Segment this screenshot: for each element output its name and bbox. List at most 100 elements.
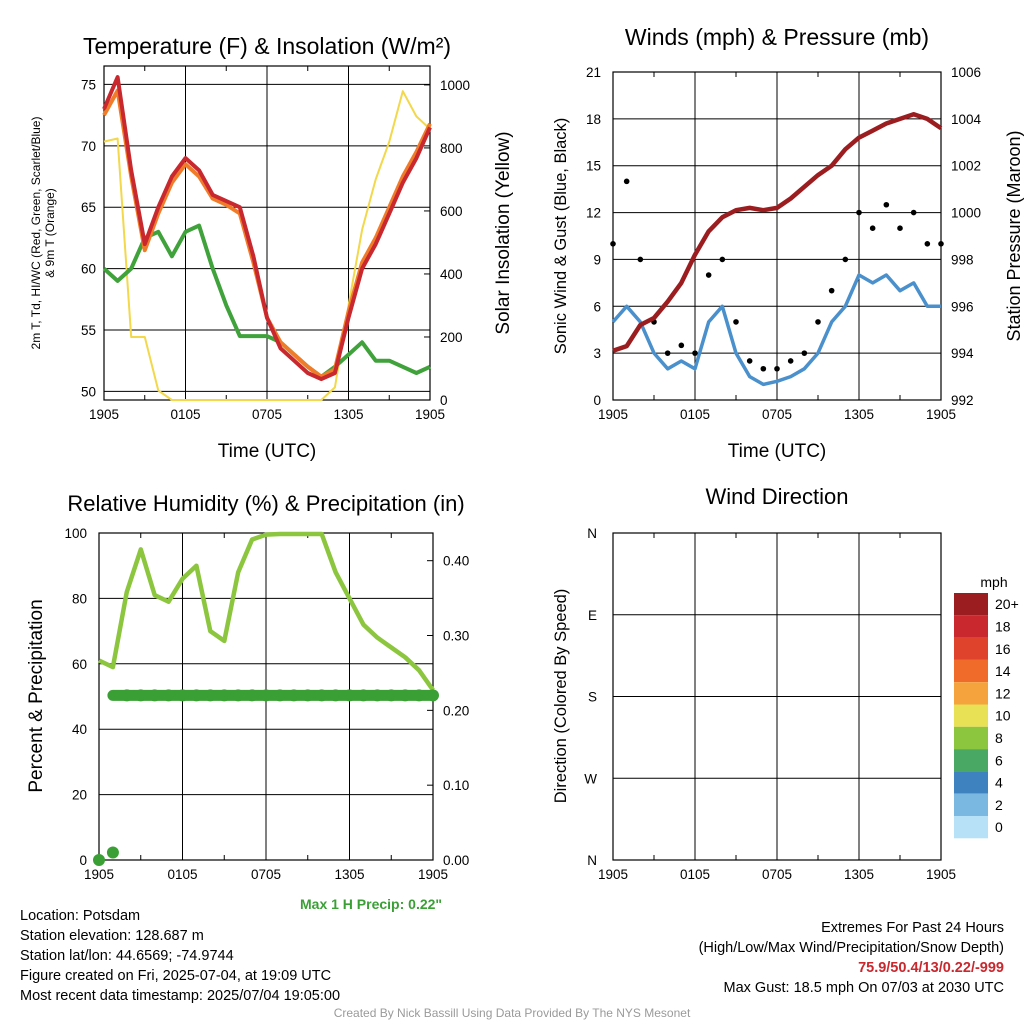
y2-tick-label: 998 [951, 252, 974, 267]
y-axis-label: Percent & Precipitation [26, 599, 47, 792]
y-tick-label: 21 [586, 65, 601, 80]
y2-tick-label: 400 [440, 267, 463, 282]
y-tick-label: 60 [81, 262, 96, 277]
y-axis-label: Sonic Wind & Gust (Blue, Black) [552, 118, 570, 355]
series-line-sonic-wind [611, 273, 941, 387]
x-tick-label: 0105 [170, 407, 200, 422]
legend-swatch [954, 816, 988, 839]
extremes-panel: Extremes For Past 24 Hours (High/Low/Max… [699, 918, 1004, 998]
y2-tick-label: 0.00 [443, 853, 469, 868]
precip-point [93, 854, 105, 866]
y2-tick-label: 0.10 [443, 778, 469, 793]
gust-point [610, 241, 616, 247]
gust-point [623, 178, 630, 185]
x-tick-label: 1905 [89, 407, 119, 422]
y2-tick-label: 996 [951, 299, 974, 314]
max-gust: Max Gust: 18.5 mph On 07/03 at 2030 UTC [723, 980, 1004, 996]
gust-point [910, 209, 917, 216]
station-elevation: Station elevation: 128.687 m [20, 928, 204, 944]
y-tick-label: 0 [593, 393, 601, 408]
y-tick-label: 60 [72, 657, 87, 672]
legend-label: 0 [995, 819, 1003, 835]
y-tick-label: E [588, 608, 597, 623]
legend-label: 18 [995, 618, 1011, 634]
legend-swatch [954, 726, 988, 750]
legend-swatch [954, 659, 988, 683]
y2-tick-label: 994 [951, 346, 974, 361]
legend-swatch [954, 749, 988, 772]
gust-point [746, 358, 753, 364]
y2-tick-label: 1000 [951, 206, 981, 221]
x-tick-label: 0105 [167, 867, 197, 882]
gust-point [787, 358, 794, 364]
legend-label: 16 [995, 641, 1011, 657]
gust-point [856, 209, 862, 216]
y2-axis-label: Solar Insolation (Yellow) [493, 131, 514, 334]
x-tick-label: 1305 [333, 407, 363, 422]
y-tick-label: N [587, 526, 597, 541]
y2-tick-label: 0 [440, 393, 448, 408]
gust-point [637, 256, 644, 263]
gust-point [719, 256, 726, 263]
series-line-2m-t [102, 75, 432, 382]
y2-tick-label: 992 [951, 393, 974, 408]
y2-axis-label: Station Pressure (Maroon) [1004, 130, 1024, 341]
chart-title: Winds (mph) & Pressure (mb) [625, 24, 929, 50]
legend-swatch [954, 615, 988, 638]
y-tick-label: N [587, 853, 597, 868]
x-axis-label: Time (UTC) [728, 441, 827, 462]
y-tick-label: 55 [81, 323, 96, 338]
y2-tick-label: 1004 [951, 112, 982, 127]
series-line-station-pressure [612, 111, 943, 353]
y2-tick-label: 1000 [440, 78, 470, 93]
gust-point [678, 342, 685, 349]
y2-tick-label: 600 [440, 204, 463, 219]
station-info: Location: Potsdam Station elevation: 128… [20, 906, 340, 1006]
recent-data-timestamp: Most recent data timestamp: 2025/07/04 1… [20, 988, 341, 1004]
y-axis-label-2: & 9m T (Orange) [43, 188, 57, 278]
y-tick-label: 12 [586, 206, 601, 221]
y-tick-label: 20 [72, 788, 87, 803]
gust-point [924, 241, 931, 247]
gust-point [801, 350, 808, 356]
legend-swatch [954, 593, 988, 616]
x-tick-label: 1305 [844, 407, 874, 422]
y-tick-label: 3 [593, 346, 601, 361]
x-tick-label: 1305 [334, 867, 364, 882]
gust-point [828, 287, 835, 294]
legend-swatch [954, 637, 988, 660]
gust-point [774, 365, 780, 372]
y2-tick-label: 0.20 [443, 703, 469, 718]
y-axis-label: 2m T, Td, HI/WC (Red, Green, Scarlet/Blu… [29, 117, 43, 350]
legend-swatch [954, 771, 988, 794]
x-tick-label: 1905 [926, 407, 956, 422]
series-line-solar-insolation [103, 90, 431, 401]
precip-point [106, 846, 119, 859]
gust-point [705, 272, 712, 278]
y-tick-label: 15 [586, 159, 601, 174]
gust-point [897, 225, 903, 231]
x-tick-label: 1905 [84, 867, 114, 882]
station-location: Location: Potsdam [20, 908, 141, 924]
y-tick-label: 40 [72, 722, 87, 737]
y-tick-label: 9 [593, 252, 601, 267]
y2-tick-label: 0.40 [443, 554, 469, 569]
credit-line: Created By Nick Bassill Using Data Provi… [333, 1006, 691, 1020]
y2-tick-label: 200 [440, 330, 463, 345]
legend-swatch [954, 704, 988, 727]
y2-tick-label: 1006 [951, 65, 981, 80]
x-tick-label: 1905 [418, 867, 448, 882]
legend-label: 20+ [995, 596, 1019, 612]
x-tick-label: 0705 [251, 867, 281, 882]
legend-label: 4 [995, 775, 1003, 791]
y-tick-label: 65 [81, 200, 96, 215]
y2-tick-label: 800 [440, 141, 463, 156]
y-tick-label: 50 [81, 384, 96, 399]
y-tick-label: 18 [586, 112, 601, 127]
station-latlon: Station lat/lon: 44.6569; -74.9744 [20, 948, 234, 964]
gust-point [692, 350, 698, 356]
legend-swatch [954, 682, 988, 705]
y-tick-label: 70 [81, 139, 96, 154]
legend-label: 12 [995, 685, 1011, 701]
